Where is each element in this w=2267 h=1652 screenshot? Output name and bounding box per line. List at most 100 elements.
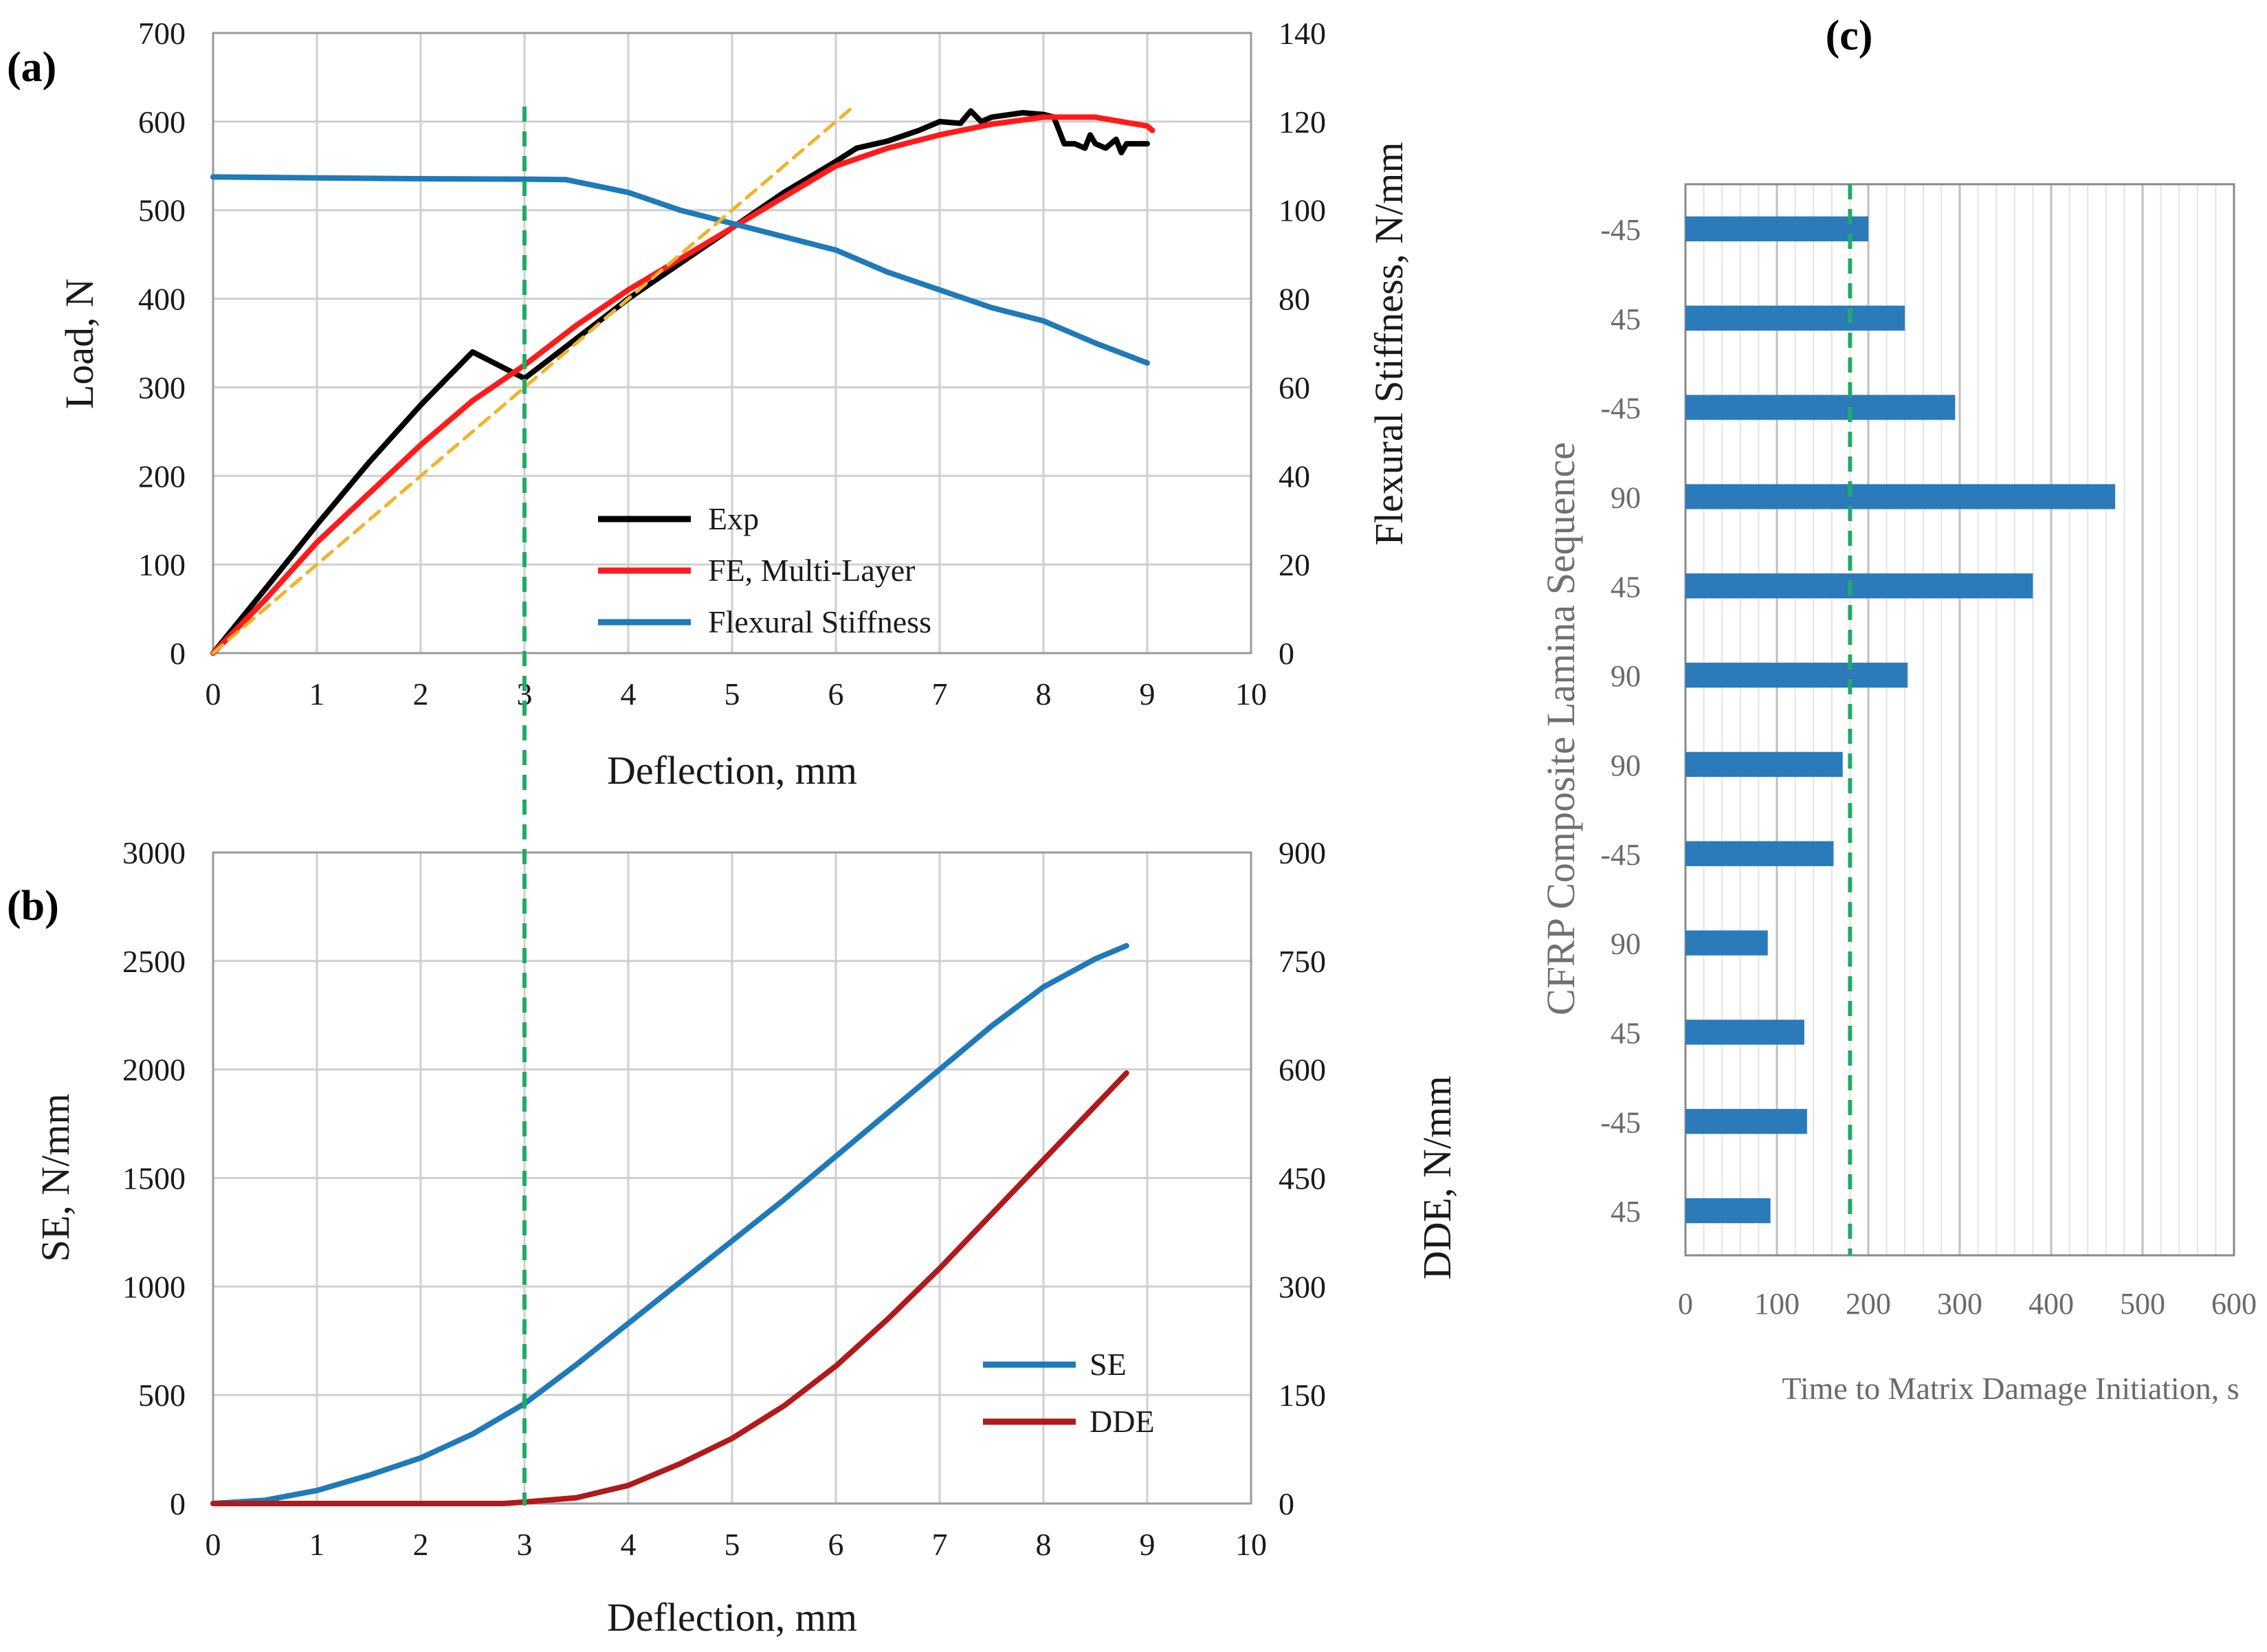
panel-a-ytick-label: 600 [138,104,186,140]
panel-c-xtick-label: 500 [2120,1287,2165,1321]
panel-a-ytick-label: 400 [138,282,186,317]
panel-a-xtick-label: 7 [932,676,948,712]
panel-c-category-label: 45 [1611,1016,1641,1050]
panel-a-legend: Exp FE, Multi-Layer Flexural Stiffness [598,501,931,639]
panel-c-chart: 0 100 200 300 400 500 600 -45 45 -45 90 45 90 90 -45 90… [1538,12,2257,1406]
panel-a-y2label: Flexural Stiffness, N/mm [1367,142,1411,546]
panel-b-series-se [210,943,1129,1506]
panel-b-y2tick-label: 300 [1279,1269,1326,1304]
panel-c-ylabel: CFRP Composite Lamina Sequence [1538,442,1583,1015]
panel-b-y2tick-label: 600 [1279,1053,1326,1088]
panel-c-xtick-label: 200 [1846,1287,1891,1321]
legend-label-fe: FE, Multi-Layer [708,553,916,588]
panel-b-xlabel: Deflection, mm [607,1595,857,1640]
panel-b-ytick-label: 2500 [122,944,186,979]
panel-b-xtick-label: 10 [1235,1527,1267,1562]
panel-c-bar [1685,662,1908,688]
panel-b-series-dde [210,1070,1129,1506]
panel-b-y2tick-label: 0 [1279,1486,1294,1521]
panel-c-bar [1685,1109,1807,1134]
panel-c-bar [1685,216,1868,242]
panel-b-ytick-label: 0 [170,1486,186,1521]
panel-c-xtick-label: 0 [1678,1287,1693,1321]
panel-c-xtick-label: 400 [2028,1287,2074,1321]
panel-a-y2tick-label: 80 [1279,282,1310,317]
panel-b-ytick-label: 1000 [122,1269,186,1304]
panel-a-ytick-label: 0 [170,636,186,671]
panel-b-y2tick-label: 750 [1279,944,1326,979]
panel-c-category-label: -45 [1600,838,1641,872]
panel-b-xtick-label: 4 [621,1527,637,1562]
panel-c-category-label: -45 [1600,1105,1641,1139]
panel-b-xtick-label: 3 [517,1527,533,1562]
panel-c-category-label: 90 [1611,481,1641,514]
panel-c-xtick-label: 100 [1754,1287,1800,1321]
panel-a-y2tick-label: 40 [1279,459,1310,494]
panel-c-bar [1685,305,1905,331]
panel-c-category-label: 90 [1611,927,1641,961]
panel-b-xtick-label: 5 [725,1527,740,1562]
panel-a-series-flexural-stiffness [210,174,1150,366]
panel-a-y2tick-label: 60 [1279,370,1310,405]
panel-c-bar [1685,1020,1804,1045]
panel-a-xtick-label: 8 [1036,676,1052,712]
panel-a-xtick-label: 10 [1235,676,1267,712]
legend-label-exp: Exp [708,501,759,536]
panel-c-bar [1685,751,1843,778]
panel-b-xtick-label: 0 [206,1527,221,1562]
panel-b-xtick-label: 7 [932,1527,948,1562]
panel-a-ytick-label: 500 [138,193,186,228]
panel-c-category-label: -45 [1600,392,1641,426]
panel-b-ytick-label: 2000 [122,1053,186,1088]
panel-a-y2tick-label: 140 [1279,16,1326,51]
panel-b-y2tick-label: 150 [1279,1378,1326,1413]
panel-b-xtick-label: 2 [413,1527,429,1562]
panel-a-plot-frame [212,32,1252,654]
panel-a-xtick-label: 6 [828,676,844,712]
panel-a-xlabel: Deflection, mm [607,748,857,793]
panel-c-category-label: 90 [1611,659,1641,693]
panel-c-category-label: 90 [1611,749,1641,782]
panel-a-y2tick-label: 100 [1279,193,1326,228]
panel-a-xtick-label: 9 [1140,676,1155,712]
panel-c-bar [1685,573,2033,599]
panel-a-xtick-label: 4 [621,676,637,712]
panel-a-ytick-label: 200 [138,459,186,494]
panel-c-xlabel: Time to Matrix Damage Initiation, s [1782,1371,2239,1406]
panel-a-y2tick-label: 20 [1279,547,1310,582]
panel-b-ytick-label: 3000 [122,835,186,870]
panel-b-legend: SE DDE [983,1347,1155,1439]
panel-b-label: (b) [7,883,59,929]
panel-b-ylabel: SE, N/mm [33,1094,78,1262]
panel-b-xtick-label: 8 [1036,1527,1052,1562]
panel-b-xtick-label: 6 [828,1527,844,1562]
panel-c-bar [1685,1198,1771,1224]
panel-a-y2tick-label: 120 [1279,104,1326,140]
panel-c-bar [1685,484,2116,509]
panel-a-xtick-label: 1 [309,676,325,712]
panel-a-ytick-label: 300 [138,370,186,405]
panel-a-series-fe-multi-layer [210,114,1155,656]
panel-c-bar [1685,841,1834,866]
panel-c-bar [1685,930,1768,956]
panel-a-chart: 0 1 2 3 4 5 6 7 8 9 100100200300400500600700020406… [7,16,1411,793]
panel-b-xtick-label: 9 [1140,1527,1155,1562]
panel-c-plot-frame [1684,183,2235,1257]
panel-a-xtick-label: 0 [206,676,221,712]
panel-c-bar [1685,395,1956,420]
legend-label-dde: DDE [1090,1404,1155,1439]
panel-b-ytick-label: 500 [138,1378,186,1413]
panel-a-ytick-label: 100 [138,547,186,582]
legend-label-se: SE [1090,1347,1127,1382]
panel-a-xtick-label: 2 [413,676,429,712]
panel-b-xtick-label: 1 [309,1527,325,1562]
panel-b-ytick-label: 1500 [122,1161,186,1196]
panel-a-ylabel: Load, N [57,278,102,409]
panel-c-xtick-label: 600 [2211,1287,2257,1321]
panel-a-label: (a) [7,44,56,91]
panel-c-xtick-label: 300 [1937,1287,1982,1321]
panel-a-series-linear-fit-dashed [211,107,854,655]
panel-a-y2tick-label: 0 [1279,636,1294,671]
panel-c-category-label: 45 [1611,1195,1641,1229]
